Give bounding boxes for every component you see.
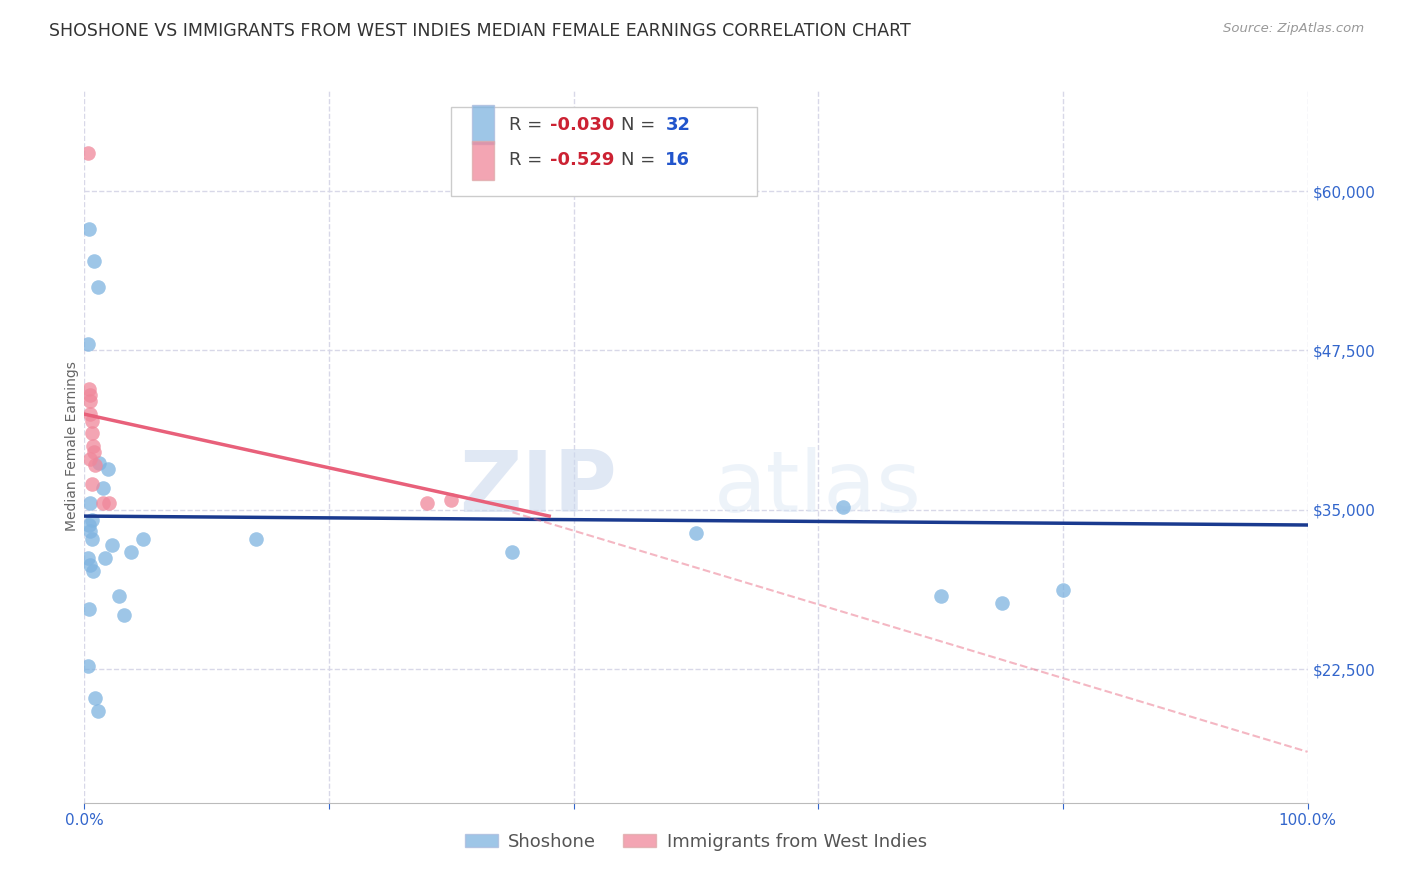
Point [77,518,100,533]
FancyBboxPatch shape [451,107,758,196]
Text: ZIP: ZIP [458,447,616,531]
Text: SHOSHONE VS IMMIGRANTS FROM WEST INDIES MEDIAN FEMALE EARNINGS CORRELATION CHART: SHOSHONE VS IMMIGRANTS FROM WEST INDIES … [49,22,911,40]
Point [91,496,114,510]
Point [97,462,120,476]
Text: -0.529: -0.529 [550,152,614,169]
Point [1052,582,1074,597]
Text: 32: 32 [665,116,690,134]
Point [685,525,707,540]
Point [80,477,103,491]
Point [79,524,101,539]
Point [87,704,110,718]
Point [82,564,104,578]
Point [245,532,267,546]
Point [82,439,104,453]
Point [97,496,120,510]
Point [79,496,101,510]
Point [77,382,100,396]
Point [77,551,100,566]
FancyBboxPatch shape [472,105,494,145]
Point [79,388,101,402]
Point [80,513,103,527]
Point [80,426,103,441]
Point [77,602,100,616]
Point [440,492,463,507]
Text: 16: 16 [665,152,690,169]
Point [77,659,100,673]
Point [80,532,103,546]
Point [83,254,105,268]
Point [84,458,107,472]
FancyBboxPatch shape [472,141,494,180]
Text: R =: R = [509,116,548,134]
Point [77,145,100,160]
Point [929,590,952,604]
Y-axis label: Median Female Earnings: Median Female Earnings [65,361,79,531]
Point [77,337,100,351]
Text: R =: R = [509,152,548,169]
Point [87,456,110,470]
Point [107,590,129,604]
Point [416,496,439,510]
Legend: Shoshone, Immigrants from West Indies: Shoshone, Immigrants from West Indies [458,826,934,858]
Point [94,551,117,566]
Point [991,596,1014,610]
Point [120,545,142,559]
Point [132,532,155,546]
Point [502,545,524,559]
Point [79,394,101,409]
Text: N =: N = [621,116,661,134]
Text: N =: N = [621,152,661,169]
Text: atlas: atlas [714,447,922,531]
Point [101,538,124,552]
Point [91,481,114,495]
Point [83,445,105,459]
Point [79,451,101,466]
Point [831,500,853,515]
Point [79,558,101,572]
Text: -0.030: -0.030 [550,116,614,134]
Point [112,608,135,623]
Point [80,413,103,427]
Point [87,279,110,293]
Point [79,407,101,421]
Point [77,222,100,236]
Point [84,691,107,706]
Text: Source: ZipAtlas.com: Source: ZipAtlas.com [1223,22,1364,36]
